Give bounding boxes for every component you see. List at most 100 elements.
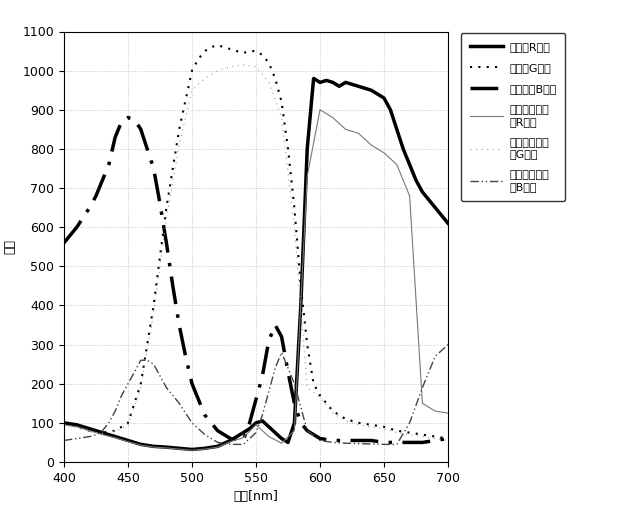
モスアイ構造
のB画素 bbox=[252, 429, 260, 436]
平坦なR画素 bbox=[271, 429, 279, 436]
モスアイ構造
のR画素 bbox=[60, 422, 68, 428]
平坦なR画素 bbox=[175, 445, 183, 452]
Y-axis label: 感度: 感度 bbox=[4, 239, 17, 254]
モスアイ構造
のB画素 bbox=[214, 439, 221, 446]
平坦なG画素 bbox=[406, 429, 413, 436]
・平坦なB画素 bbox=[355, 437, 362, 444]
平坦なG画素 bbox=[207, 44, 215, 50]
平坦なR画素 bbox=[297, 302, 305, 309]
平坦なR画素 bbox=[323, 77, 330, 83]
モスアイ構造
のG画素 bbox=[393, 429, 401, 436]
平坦なG画素 bbox=[303, 341, 311, 348]
平坦なR画素 bbox=[419, 189, 426, 195]
平坦なR画素 bbox=[60, 419, 68, 426]
平坦なG画素 bbox=[259, 52, 266, 58]
平坦なR画素 bbox=[239, 429, 247, 436]
・平坦なB画素 bbox=[131, 117, 138, 123]
平坦なG画素 bbox=[163, 204, 170, 211]
・平坦なB画素 bbox=[227, 435, 234, 442]
・平坦なB画素 bbox=[214, 427, 221, 434]
・平坦なB画素 bbox=[380, 439, 388, 446]
モスアイ構造
のB画素 bbox=[143, 357, 151, 363]
モスアイ構造
のR画素 bbox=[73, 424, 81, 430]
モスアイ構造
のB画素 bbox=[291, 381, 298, 387]
・平坦なB画素 bbox=[99, 177, 106, 183]
平坦なR画素 bbox=[316, 79, 324, 86]
平坦なG画素 bbox=[284, 146, 292, 152]
平坦なG画素 bbox=[73, 424, 81, 430]
モスアイ構造
のB画素 bbox=[124, 381, 132, 387]
平坦なG画素 bbox=[278, 99, 285, 105]
モスアイ構造
のB画素 bbox=[92, 432, 100, 438]
平坦なG画素 bbox=[380, 424, 388, 430]
モスアイ構造
のB画素 bbox=[419, 384, 426, 391]
・平坦なB画素 bbox=[188, 381, 196, 387]
モスアイ構造
のB画素 bbox=[111, 408, 119, 414]
モスアイ構造
のB画素 bbox=[406, 419, 413, 426]
モスアイ構造
のR画素 bbox=[124, 438, 132, 445]
モスアイ構造
のG画素 bbox=[150, 310, 157, 317]
・平坦なB画素 bbox=[367, 437, 375, 444]
平坦なR画素 bbox=[259, 418, 266, 424]
・平坦なB画素 bbox=[310, 432, 317, 438]
モスアイ構造
のR画素 bbox=[329, 114, 337, 121]
平坦なG画素 bbox=[329, 408, 337, 414]
モスアイ構造
のG画素 bbox=[252, 64, 260, 70]
モスアイ構造
のB画素 bbox=[86, 434, 93, 440]
・平坦なB画素 bbox=[297, 419, 305, 426]
X-axis label: 波長[nm]: 波長[nm] bbox=[234, 490, 278, 503]
Line: ・平坦なB画素: ・平坦なB画素 bbox=[64, 118, 448, 443]
平坦なR画素 bbox=[399, 146, 407, 152]
・平坦なB画素 bbox=[156, 201, 164, 207]
モスアイ構造
のG画素 bbox=[111, 428, 119, 435]
平坦なR画素 bbox=[348, 81, 356, 88]
・平坦なB画素 bbox=[303, 427, 311, 434]
・平坦なB画素 bbox=[271, 322, 279, 328]
平坦なG画素 bbox=[355, 419, 362, 426]
モスアイ構造
のB画素 bbox=[239, 441, 247, 447]
モスアイ構造
のR画素 bbox=[431, 408, 439, 414]
平坦なR画素 bbox=[380, 95, 388, 101]
モスアイ構造
のB画素 bbox=[355, 440, 362, 447]
モスアイ構造
のR画素 bbox=[342, 126, 349, 132]
平坦なG画素 bbox=[99, 429, 106, 436]
モスアイ構造
のG画素 bbox=[355, 422, 362, 428]
モスアイ構造
のR画素 bbox=[86, 427, 93, 434]
モスアイ構造
のG画素 bbox=[303, 384, 311, 391]
平坦なR画素 bbox=[150, 443, 157, 449]
平坦なG画素 bbox=[342, 416, 349, 422]
・平坦なB画素 bbox=[342, 437, 349, 444]
モスアイ構造
のB画素 bbox=[227, 441, 234, 447]
モスアイ構造
のB画素 bbox=[380, 441, 388, 447]
平坦なG画素 bbox=[175, 126, 183, 132]
・平坦なB画素 bbox=[111, 134, 119, 140]
平坦なG画素 bbox=[111, 427, 119, 434]
モスアイ構造
のG画素 bbox=[175, 142, 183, 148]
平坦なG画素 bbox=[137, 381, 145, 387]
・平坦なB画素 bbox=[175, 322, 183, 328]
モスアイ構造
のR画素 bbox=[316, 107, 324, 113]
モスアイ構造
のR画素 bbox=[188, 447, 196, 454]
モスアイ構造
のR画素 bbox=[227, 438, 234, 445]
平坦なG画素 bbox=[393, 427, 401, 434]
モスアイ構造
のB画素 bbox=[342, 440, 349, 446]
モスアイ構造
のR画素 bbox=[201, 446, 209, 452]
平坦なG画素 bbox=[124, 419, 132, 426]
・平坦なB画素 bbox=[124, 114, 132, 121]
平坦なG画素 bbox=[201, 48, 209, 54]
モスアイ構造
のB画素 bbox=[188, 419, 196, 426]
Line: モスアイ構造
のR画素: モスアイ構造 のR画素 bbox=[64, 110, 448, 450]
・平坦なB画素 bbox=[105, 161, 113, 167]
・平坦なB画素 bbox=[284, 369, 292, 375]
・平坦なB画素 bbox=[252, 396, 260, 403]
平坦なR画素 bbox=[374, 91, 381, 97]
平坦なR画素 bbox=[137, 441, 145, 447]
モスアイ構造
のG画素 bbox=[278, 114, 285, 121]
モスアイ構造
のB画素 bbox=[265, 388, 273, 395]
・平坦なB画素 bbox=[150, 165, 157, 172]
平坦なG画素 bbox=[150, 302, 157, 309]
・平坦なB画素 bbox=[86, 204, 93, 211]
平坦なR画素 bbox=[335, 83, 343, 89]
モスアイ構造
のG画素 bbox=[291, 224, 298, 230]
・平坦なB画素 bbox=[239, 437, 247, 444]
